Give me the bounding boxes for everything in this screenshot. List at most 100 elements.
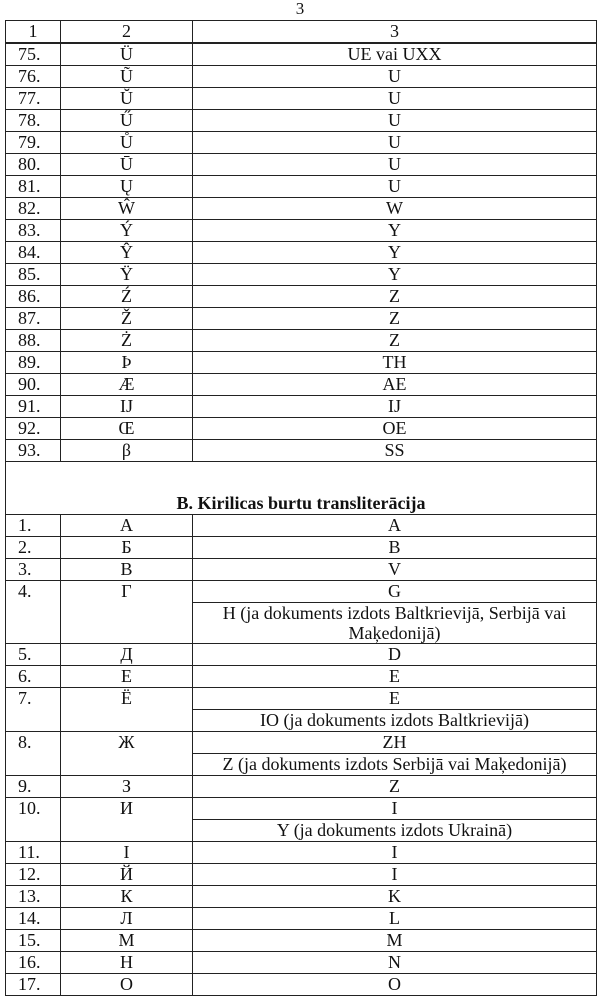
row-number: 84.: [5, 241, 61, 264]
table-row: 84. Ŷ Y: [5, 241, 597, 264]
transliteration: Z: [192, 329, 597, 352]
table-row: 90. Æ AE: [5, 373, 597, 396]
source-letter: А: [60, 514, 193, 537]
table-row: 2. Б B: [5, 536, 597, 559]
transliteration: K: [192, 885, 597, 908]
row-number: 13.: [5, 885, 61, 908]
source-letter: В: [60, 558, 193, 581]
transliteration: UE vai UXX: [192, 43, 597, 66]
row-number: 3.: [5, 558, 61, 581]
transliteration: I: [192, 863, 597, 886]
row-number: 12.: [5, 863, 61, 886]
transliteration: Z: [192, 775, 597, 798]
row-number: 90.: [5, 373, 61, 396]
row-number: 11.: [5, 841, 61, 864]
row-number: 77.: [5, 87, 61, 110]
transliteration: OE: [192, 417, 597, 440]
table-row: 85. Ÿ Y: [5, 263, 597, 286]
row-number: 86.: [5, 285, 61, 308]
table-row: 82. Ŵ W: [5, 197, 597, 220]
transliteration: AE: [192, 373, 597, 396]
source-letter: Þ: [60, 351, 193, 374]
table-row: 88. Ż Z: [5, 329, 597, 352]
source-letter: Л: [60, 907, 193, 930]
row-number: 87.: [5, 307, 61, 330]
transliteration: E: [192, 687, 597, 710]
row-number: 9.: [5, 775, 61, 798]
source-letter: Ź: [60, 285, 193, 308]
source-letter: Б: [60, 536, 193, 559]
column-header-1: 1: [5, 20, 61, 43]
row-number: 91.: [5, 395, 61, 418]
table-row: 77. Ŭ U: [5, 87, 597, 110]
row-number: 2.: [5, 536, 61, 559]
row-number: 10.: [5, 797, 61, 842]
transliteration: I: [192, 841, 597, 864]
source-letter: Ů: [60, 131, 193, 154]
transliteration: M: [192, 929, 597, 952]
table-row: 12. Й I: [5, 863, 597, 886]
transliteration-table: 75. Ü UE vai UXX 76. Ũ U 77. Ŭ U 78. Ű U 79. Ů U 80. Ū U 8…: [5, 43, 597, 996]
source-letter: β: [60, 439, 193, 462]
source-letter: М: [60, 929, 193, 952]
transliteration: L: [192, 907, 597, 930]
transliteration: I: [192, 797, 597, 820]
source-letter: Ё: [60, 687, 193, 732]
table-row: 15. М M: [5, 929, 597, 952]
row-number: 82.: [5, 197, 61, 220]
source-letter: Æ: [60, 373, 193, 396]
row-number: 89.: [5, 351, 61, 374]
row-number: 83.: [5, 219, 61, 242]
table-row: 6. Е E: [5, 665, 597, 688]
table-row: 86. Ź Z: [5, 285, 597, 308]
transliteration: G: [192, 580, 597, 603]
transliteration: U: [192, 131, 597, 154]
source-letter: IJ: [60, 395, 193, 418]
transliteration: V: [192, 558, 597, 581]
source-letter: Е: [60, 665, 193, 688]
column-header-2: 2: [60, 20, 193, 43]
transliteration: B: [192, 536, 597, 559]
transliteration: IJ: [192, 395, 597, 418]
transliteration-alternative: Y (ja dokuments izdots Ukrainā): [192, 819, 597, 842]
section-row: B. Kirilicas burtu transliterācija: [5, 461, 597, 515]
row-number: 81.: [5, 175, 61, 198]
source-letter: Œ: [60, 417, 193, 440]
source-letter: Д: [60, 643, 193, 666]
table-row: 89. Þ TH: [5, 351, 597, 374]
row-number: 4.: [5, 580, 61, 644]
transliteration: U: [192, 175, 597, 198]
source-letter: З: [60, 775, 193, 798]
column-header-row: 1 2 3: [5, 20, 597, 43]
row-number: 8.: [5, 731, 61, 776]
source-letter: И: [60, 797, 193, 842]
source-letter: Ż: [60, 329, 193, 352]
source-letter: Ž: [60, 307, 193, 330]
table-row: 8. Ж ZH: [5, 731, 597, 776]
transliteration: U: [192, 87, 597, 110]
row-number: 78.: [5, 109, 61, 132]
column-header-table: 1 2 3: [5, 20, 597, 43]
table-row: 10. И I: [5, 797, 597, 842]
source-letter: Ŵ: [60, 197, 193, 220]
table-row: 80. Ū U: [5, 153, 597, 176]
transliteration-alternative: IO (ja dokuments izdots Baltkrievijā): [192, 709, 597, 732]
transliteration: W: [192, 197, 597, 220]
table-row: 81. Ų U: [5, 175, 597, 198]
transliteration: Z: [192, 307, 597, 330]
row-number: 85.: [5, 263, 61, 286]
source-letter: Г: [60, 580, 193, 644]
table-row: 5. Д D: [5, 643, 597, 666]
table-row: 3. В V: [5, 558, 597, 581]
transliteration: N: [192, 951, 597, 974]
row-number: 5.: [5, 643, 61, 666]
transliteration: D: [192, 643, 597, 666]
column-header-3: 3: [192, 20, 597, 43]
section-title: B. Kirilicas burtu transliterācija: [5, 461, 597, 515]
transliteration: SS: [192, 439, 597, 462]
table-row: 78. Ű U: [5, 109, 597, 132]
transliteration: ZH: [192, 731, 597, 754]
row-number: 76.: [5, 65, 61, 88]
table-row: 14. Л L: [5, 907, 597, 930]
table-row: 83. Ý Y: [5, 219, 597, 242]
